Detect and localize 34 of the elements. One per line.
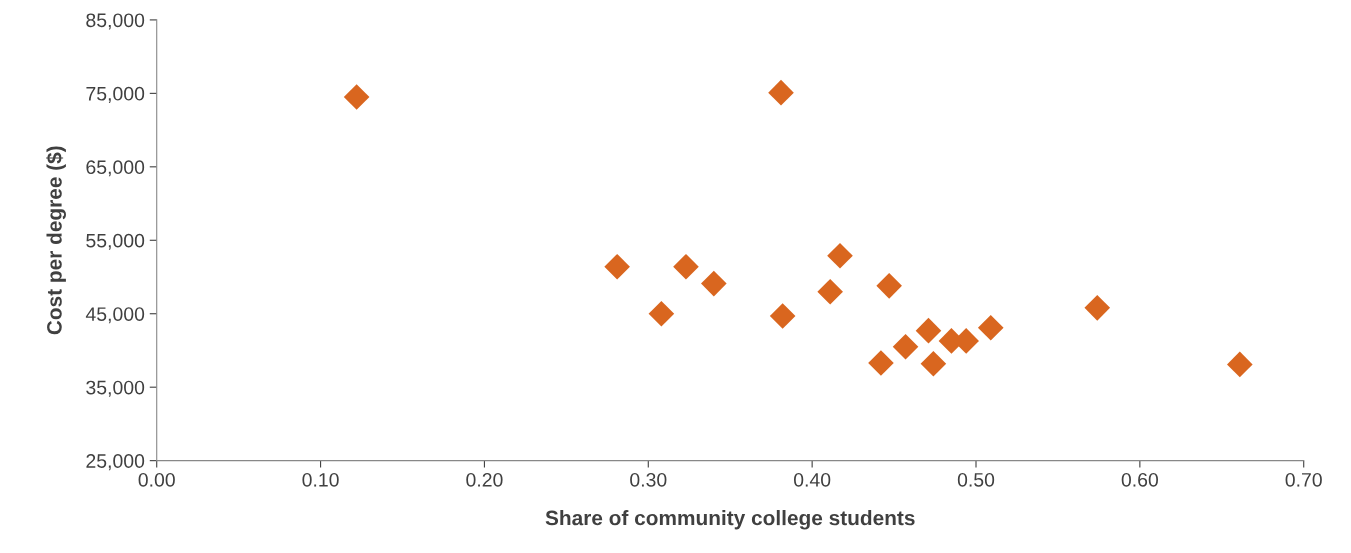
y-tick-label: 65,000 xyxy=(86,160,145,177)
x-tick-label: 0.60 xyxy=(1121,472,1159,487)
y-axis-title: Cost per degree ($) xyxy=(46,146,66,335)
y-tick-label: 45,000 xyxy=(85,307,145,324)
x-tick-label: 0.40 xyxy=(793,472,831,487)
point xyxy=(1084,295,1111,321)
x-tick-label: 0.70 xyxy=(1285,472,1322,487)
point xyxy=(604,253,630,280)
point xyxy=(915,317,942,344)
point xyxy=(701,270,727,297)
point xyxy=(827,242,853,269)
point xyxy=(648,300,675,327)
y-tick-label: 55,000 xyxy=(86,233,145,250)
x-axis-title: Share of community college students xyxy=(545,510,915,530)
point xyxy=(817,278,843,305)
y-tick-label: 25,000 xyxy=(86,454,145,471)
point xyxy=(1227,351,1253,378)
x-tick-label: 0.10 xyxy=(302,472,339,487)
x-tick-label: 0.30 xyxy=(630,472,667,487)
point xyxy=(892,333,919,360)
y-tick-label: 75,000 xyxy=(86,86,145,103)
y-tick-label: 35,000 xyxy=(86,380,145,397)
y-tick-label: 85,000 xyxy=(86,13,145,30)
point xyxy=(343,84,370,110)
point xyxy=(977,314,1004,341)
x-tick-label: 0.20 xyxy=(466,472,503,487)
point xyxy=(868,350,894,376)
x-tick-label: 0.50 xyxy=(957,472,995,487)
point xyxy=(673,253,699,280)
point xyxy=(920,350,947,377)
point xyxy=(876,273,902,299)
x-tick-label: 0.00 xyxy=(138,472,175,487)
point xyxy=(768,79,794,106)
point xyxy=(769,303,796,329)
